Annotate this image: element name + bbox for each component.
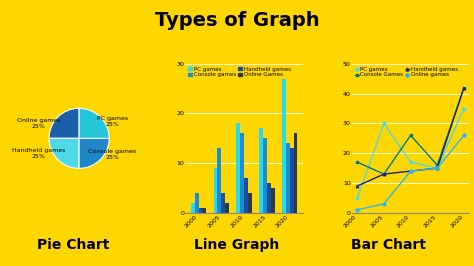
Bar xyxy=(263,138,267,213)
Text: Console games
25%: Console games 25% xyxy=(88,149,136,160)
PC games xyxy=(435,167,440,170)
Bar xyxy=(282,79,286,213)
Bar xyxy=(199,208,202,213)
Bar xyxy=(214,168,218,213)
Text: Pie Chart: Pie Chart xyxy=(37,238,109,252)
Text: PC games
25%: PC games 25% xyxy=(97,117,128,127)
Bar xyxy=(293,133,297,213)
Bar xyxy=(259,128,263,213)
Handheld games xyxy=(355,184,360,188)
Online games xyxy=(355,208,360,211)
PC games xyxy=(408,161,413,164)
Console Games xyxy=(381,172,387,176)
Line: Console Games: Console Games xyxy=(356,86,465,175)
Text: Types of Graph: Types of Graph xyxy=(155,11,319,30)
Online games xyxy=(408,169,413,173)
Handheld games xyxy=(461,86,467,89)
Text: Handheld games
25%: Handheld games 25% xyxy=(12,148,65,159)
Bar xyxy=(237,123,240,213)
Bar xyxy=(286,143,290,213)
PC games xyxy=(355,196,360,200)
Bar xyxy=(195,193,199,213)
Text: Online games
25%: Online games 25% xyxy=(17,118,60,129)
Wedge shape xyxy=(79,108,109,138)
Bar xyxy=(267,183,271,213)
PC games xyxy=(461,107,467,110)
Wedge shape xyxy=(79,138,109,168)
Online games xyxy=(381,202,387,205)
Online games xyxy=(461,134,467,137)
Line: Handheld games: Handheld games xyxy=(356,86,465,187)
PC games xyxy=(381,122,387,125)
Console Games xyxy=(355,161,360,164)
Bar xyxy=(218,148,221,213)
Bar xyxy=(271,188,274,213)
Text: Line Graph: Line Graph xyxy=(194,238,280,252)
Console Games xyxy=(408,134,413,137)
Bar xyxy=(202,208,206,213)
Wedge shape xyxy=(49,108,79,138)
Console Games xyxy=(461,86,467,89)
Handheld games xyxy=(381,172,387,176)
Wedge shape xyxy=(49,138,79,168)
Console Games xyxy=(435,164,440,167)
Legend: PC games, Console games, Handheld games, Online Games: PC games, Console games, Handheld games,… xyxy=(188,66,291,77)
Bar xyxy=(290,148,293,213)
Bar xyxy=(248,193,252,213)
Bar xyxy=(221,193,225,213)
Line: PC games: PC games xyxy=(356,107,465,199)
Bar xyxy=(240,133,244,213)
Line: Online games: Online games xyxy=(356,134,465,211)
Bar xyxy=(225,203,229,213)
Text: Bar Chart: Bar Chart xyxy=(351,238,426,252)
Legend: PC games, Console Games, Handheld games, Online games: PC games, Console Games, Handheld games,… xyxy=(355,66,458,77)
Handheld games xyxy=(435,167,440,170)
Bar xyxy=(191,203,195,213)
Handheld games xyxy=(408,169,413,173)
Bar xyxy=(244,178,248,213)
Online games xyxy=(435,167,440,170)
